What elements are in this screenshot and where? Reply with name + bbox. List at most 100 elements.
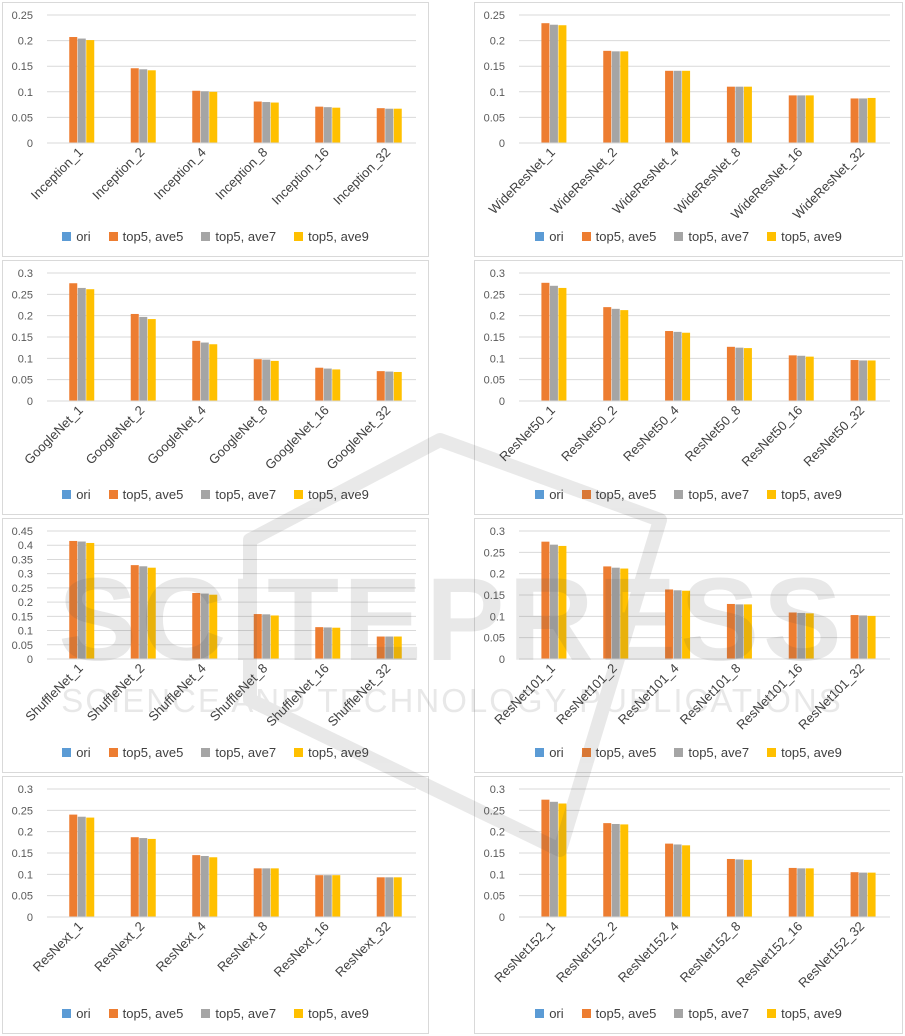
y-tick-label: 0 — [499, 912, 505, 924]
legend-label: top5, ave7 — [688, 1006, 750, 1021]
y-tick-label: 0.15 — [484, 332, 505, 344]
bar — [323, 107, 332, 143]
legend-label: top5, ave7 — [215, 487, 277, 502]
bar — [332, 627, 341, 659]
legend-item: top5, ave5 — [581, 229, 657, 244]
bar — [332, 875, 341, 917]
bar — [376, 877, 385, 917]
bar — [323, 368, 332, 401]
x-category-label: GoogleNet_4 — [144, 403, 209, 468]
legend-label: top5, ave5 — [595, 229, 657, 244]
x-category-label: ShuffleNet_32 — [325, 661, 394, 730]
bar — [665, 843, 674, 917]
bar — [262, 614, 271, 659]
bar — [743, 859, 752, 917]
chart-legend: ori top5, ave5 top5, ave7 top5, ave9 — [475, 1006, 902, 1021]
y-tick-label: 0.25 — [12, 10, 33, 22]
y-tick-label: 0.3 — [18, 268, 33, 280]
legend-label: top5, ave5 — [122, 487, 184, 502]
x-category-label: ShuffleNet_4 — [145, 661, 209, 725]
legend-swatch — [581, 490, 591, 499]
bar — [541, 799, 550, 917]
legend-label: top5, ave5 — [122, 745, 184, 760]
bar — [673, 331, 682, 401]
legend-swatch — [767, 1009, 777, 1018]
legend-label: top5, ave9 — [781, 487, 842, 502]
bar — [603, 823, 612, 917]
legend-item: top5, ave5 — [108, 229, 183, 244]
y-tick-label: 0.1 — [18, 869, 33, 881]
y-tick-label: 0 — [27, 654, 33, 666]
legend-label: top5, ave5 — [595, 745, 657, 760]
y-tick-label: 0.2 — [18, 311, 33, 323]
bar — [805, 356, 814, 401]
bar — [665, 589, 674, 659]
legend-label: top5, ave7 — [688, 229, 750, 244]
legend-item: top5, ave7 — [201, 745, 276, 760]
bar — [130, 565, 139, 659]
legend-label: top5, ave9 — [308, 229, 369, 244]
bar — [69, 540, 78, 659]
legend-item: top5, ave7 — [674, 745, 749, 760]
legend-item: top5, ave9 — [294, 229, 369, 244]
bar — [735, 86, 744, 143]
legend-item: ori — [62, 229, 91, 244]
x-category-label: ShuffleNet_1 — [22, 661, 86, 725]
legend-swatch — [535, 490, 545, 499]
bar — [665, 70, 674, 143]
bar-chart: 0 0.05 0.1 0.15 0.2 0.25 0.3 0.35 0.4 0.45 Shuffle… — [12, 526, 416, 730]
bar-chart: 00.050.10.150.20.250.3ResNet101_1ResNet1… — [484, 526, 890, 732]
legend-swatch — [62, 232, 72, 241]
bar — [77, 38, 86, 143]
x-category-label: ResNet50_1 — [496, 403, 558, 465]
bar — [797, 95, 806, 143]
x-category-label: ShuffleNet_8 — [207, 661, 271, 725]
bar — [332, 107, 341, 143]
bar — [130, 837, 139, 917]
bar — [209, 91, 218, 143]
x-category-label: ResNet50_8 — [682, 403, 744, 465]
x-category-label: ResNet152_8 — [677, 919, 744, 986]
legend-item: top5, ave7 — [674, 1006, 749, 1021]
bar — [611, 308, 620, 401]
legend-swatch — [581, 748, 591, 757]
bar — [192, 90, 201, 143]
y-tick-label: 0.15 — [12, 848, 33, 860]
legend-label: top5, ave9 — [781, 745, 842, 760]
x-category-label: ResNext_32 — [332, 919, 393, 980]
bar — [139, 316, 148, 401]
y-tick-label: 0.15 — [484, 590, 505, 602]
bar — [147, 70, 156, 143]
legend-swatch — [62, 1009, 72, 1018]
bar — [376, 636, 385, 659]
chart-panel: 0 0.05 0.1 0.15 0.2 0.25 0.3 ResNext_1 ResNext_2… — [2, 776, 429, 1034]
legend-label: top5, ave7 — [688, 745, 750, 760]
bar — [850, 360, 859, 401]
bar — [735, 347, 744, 401]
y-tick-label: 0.45 — [12, 526, 33, 538]
bar — [788, 355, 797, 401]
bar — [200, 593, 209, 659]
bar — [859, 615, 868, 659]
bar — [558, 25, 567, 144]
x-category-label: Inception_2 — [89, 145, 147, 203]
bar — [86, 542, 95, 659]
y-tick-label: 0.25 — [12, 805, 33, 817]
bar — [743, 86, 752, 143]
bar — [270, 102, 279, 143]
legend-label: ori — [76, 487, 91, 502]
x-category-label: ResNet101_8 — [677, 661, 744, 728]
y-tick-label: 0.3 — [490, 784, 505, 796]
legend-swatch — [581, 232, 591, 241]
legend-swatch — [535, 1009, 545, 1018]
x-category-label: GoogleNet_32 — [323, 403, 393, 473]
legend-item: top5, ave5 — [108, 745, 184, 760]
legend-item: top5, ave5 — [581, 487, 656, 502]
bar — [850, 872, 859, 917]
y-tick-label: 0.25 — [484, 10, 505, 22]
legend-label: ori — [76, 229, 91, 244]
x-category-label: ResNet50_32 — [800, 403, 867, 470]
y-tick-label: 0.15 — [12, 611, 33, 623]
bar — [69, 37, 78, 143]
